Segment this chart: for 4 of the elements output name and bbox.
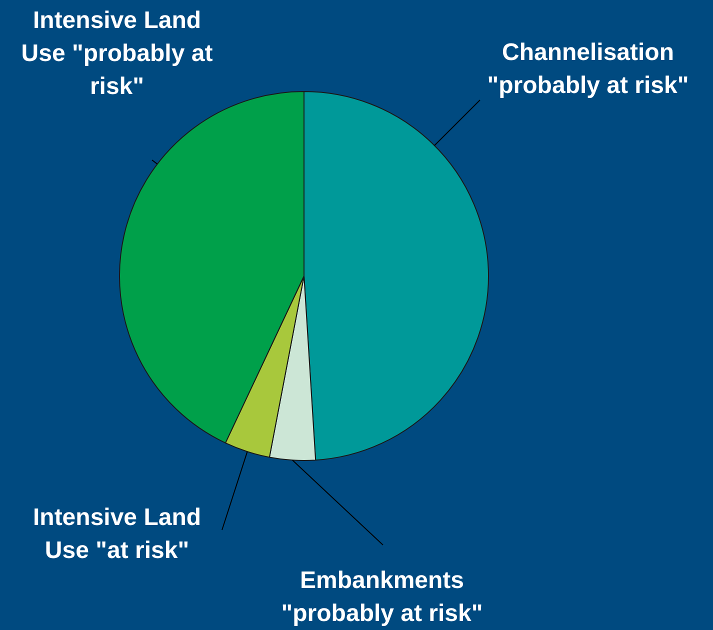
slice-label: Intensive Land Use "at risk" xyxy=(32,504,202,564)
slice-label: Embankments "probably at risk" xyxy=(281,567,483,627)
slice-label: Intensive Land Use "probably at risk" xyxy=(21,7,213,100)
slice-label: Channelisation "probably at risk" xyxy=(487,39,689,99)
